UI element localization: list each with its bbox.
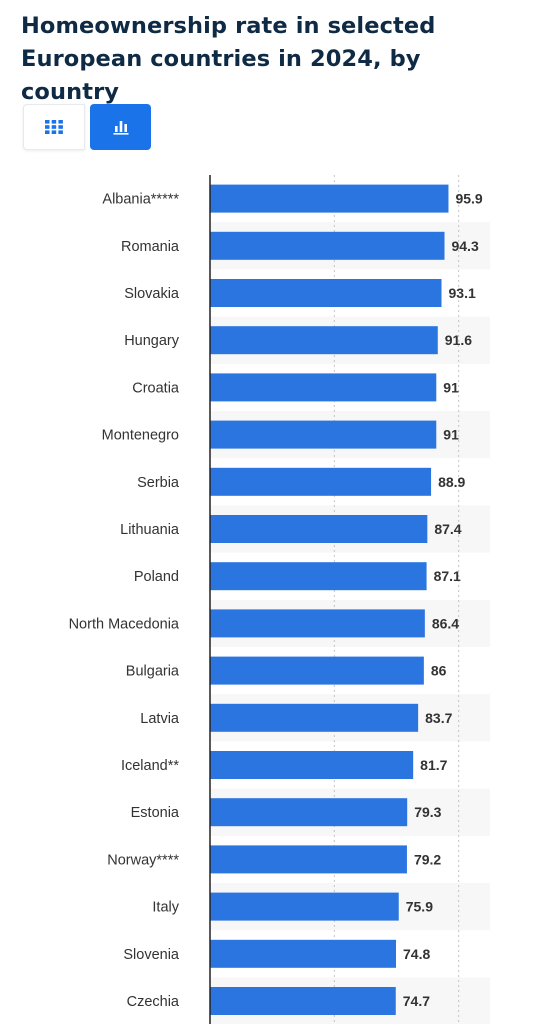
category-label: Croatia: [132, 380, 180, 396]
bar: [210, 467, 432, 496]
category-label: North Macedonia: [69, 616, 180, 632]
value-label: 91.6: [445, 332, 472, 348]
bar: [210, 703, 419, 732]
value-label: 87.1: [434, 568, 461, 584]
value-label: 95.9: [455, 191, 482, 207]
value-label: 79.3: [414, 804, 441, 820]
value-label: 86: [431, 663, 447, 679]
grid-icon: [45, 120, 63, 134]
value-label: 87.4: [434, 521, 461, 537]
category-label: Estonia: [131, 805, 180, 821]
table-view-button[interactable]: [23, 104, 85, 150]
category-label: Italy: [152, 900, 179, 916]
category-label: Poland: [134, 569, 179, 585]
bar: [210, 231, 445, 260]
category-label: Bulgaria: [126, 664, 180, 680]
value-label: 74.8: [403, 946, 430, 962]
bar: [210, 326, 438, 355]
bar: [210, 798, 408, 827]
category-label: Norway****: [107, 852, 179, 868]
bar: [210, 562, 427, 591]
bar: [210, 279, 442, 307]
bar: [210, 420, 437, 449]
bar: [210, 184, 449, 213]
value-label: 91: [443, 427, 459, 443]
value-label: 88.9: [438, 474, 465, 490]
category-label: Lithuania: [120, 522, 180, 538]
bar-chart-icon: [113, 121, 128, 135]
bar: [210, 609, 425, 638]
category-label: Slovenia: [123, 947, 180, 963]
view-toggle: [23, 104, 151, 150]
category-label: Czechia: [127, 994, 180, 1010]
bar: [210, 892, 399, 921]
bar: [210, 373, 437, 402]
bar: [210, 845, 407, 874]
category-label: Slovakia: [124, 286, 180, 302]
category-label: Serbia: [137, 475, 180, 491]
value-label: 83.7: [425, 710, 452, 726]
value-label: 74.7: [403, 993, 430, 1009]
category-label: Montenegro: [102, 428, 179, 444]
value-label: 79.2: [414, 851, 441, 867]
category-label: Latvia: [140, 711, 180, 727]
category-label: Iceland**: [121, 758, 179, 774]
bar: [210, 939, 397, 968]
category-label: Hungary: [124, 333, 180, 349]
category-label: Albania*****: [102, 192, 179, 208]
category-label: Romania: [121, 239, 180, 255]
bar: [210, 751, 414, 779]
bar-chart: Albania***** 95.9 Romania 94.3 Slovakia 93.1 H…: [69, 175, 490, 1024]
bar: [210, 656, 424, 685]
value-label: 94.3: [451, 238, 478, 254]
chart-view-button[interactable]: [90, 104, 151, 150]
chart-title: Homeownership rate in selected European …: [21, 13, 436, 105]
value-label: 81.7: [420, 757, 447, 773]
value-label: 93.1: [449, 285, 476, 301]
value-label: 86.4: [432, 615, 459, 631]
value-label: 75.9: [406, 899, 433, 915]
bar: [210, 515, 428, 543]
value-label: 91: [443, 379, 459, 395]
bar: [210, 987, 396, 1015]
